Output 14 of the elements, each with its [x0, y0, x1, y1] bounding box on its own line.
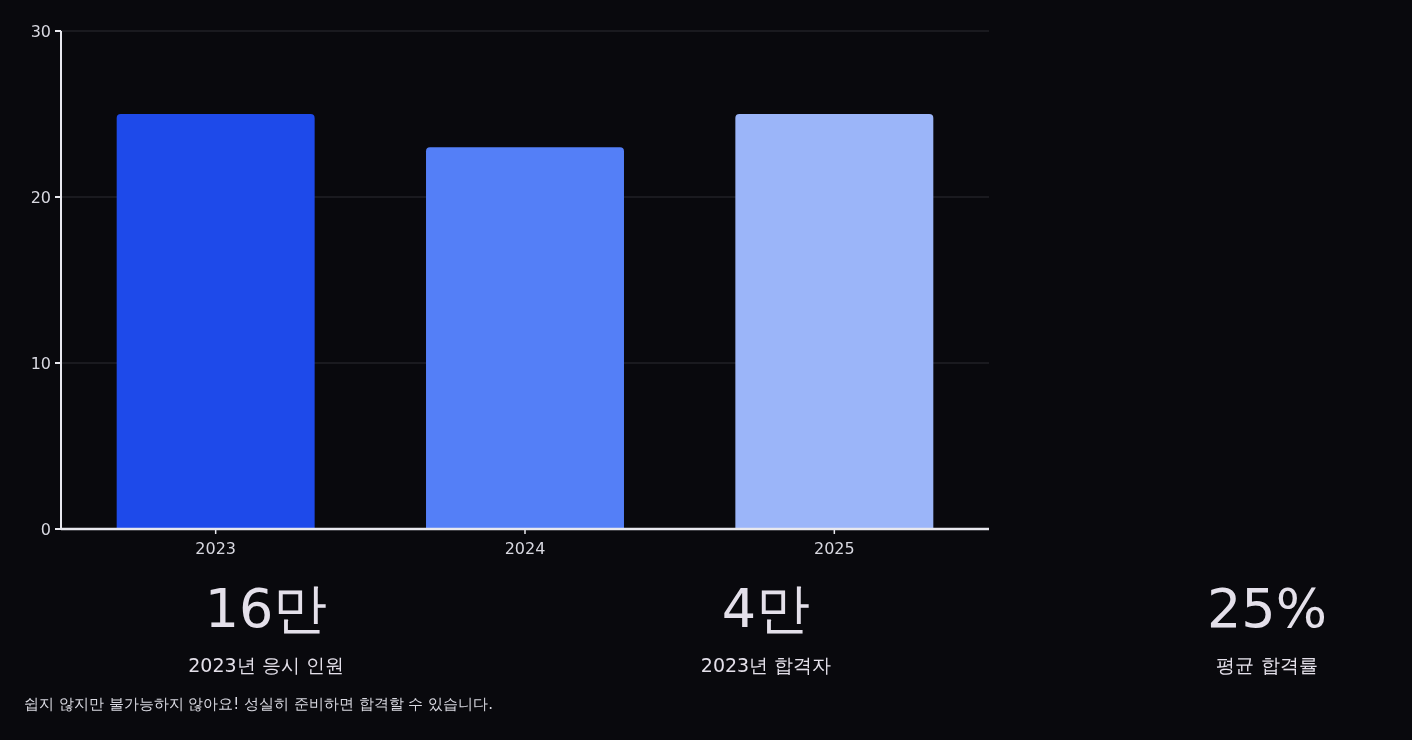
y-tick-label: 10 [30, 353, 51, 373]
text: 평균 합격률 [1216, 654, 1318, 676]
y-tick-label: 30 [30, 21, 51, 41]
text: 25% [1206, 577, 1328, 640]
y-tick-label: 0 [40, 519, 51, 539]
text: 4만 [721, 577, 811, 640]
text: 쉽지 않지만 불가능하지 않아요! 성실히 준비하면 합격할 수 있습니다. [24, 695, 493, 713]
y-tick-label: 20 [30, 187, 51, 207]
text: 2023년 응시 인원 [188, 654, 344, 676]
x-tick-label: 2023 [195, 539, 237, 558]
x-tick-label: 2024 [504, 539, 546, 558]
text: 2023년 합격자 [700, 654, 832, 676]
x-tick-label: 2025 [813, 539, 855, 558]
text: 16만 [204, 577, 328, 640]
